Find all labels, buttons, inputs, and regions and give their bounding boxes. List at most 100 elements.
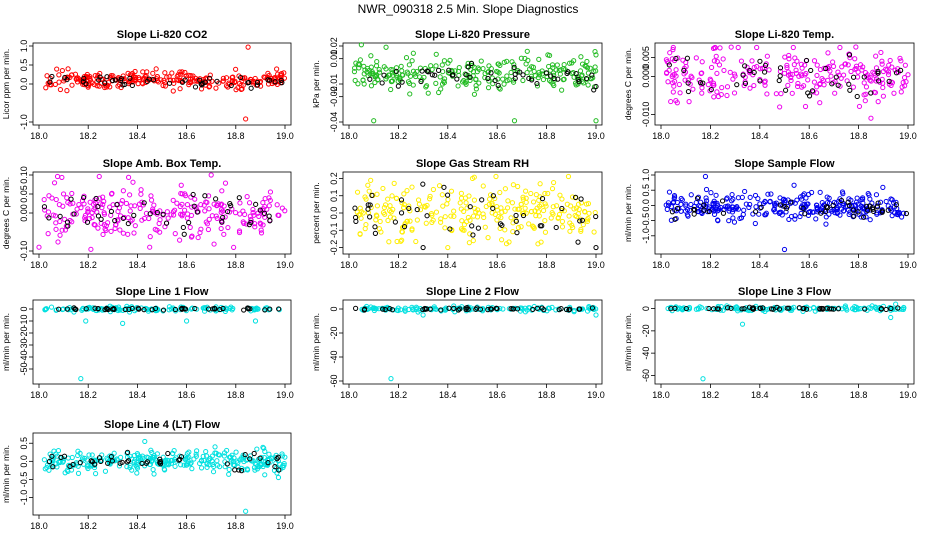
x-tick-label: 18.6: [488, 131, 506, 141]
data-point: [205, 306, 212, 312]
data-point: [880, 80, 886, 86]
data-point: [530, 199, 537, 205]
data-point: [575, 201, 582, 207]
data-point: [867, 77, 873, 83]
data-point: [112, 225, 118, 232]
data-point: [888, 208, 895, 214]
data-point: [229, 74, 235, 81]
data-point: [495, 76, 501, 82]
data-point: [103, 223, 109, 229]
y-axis-label: percent per min.: [311, 182, 321, 243]
data-point: [540, 76, 547, 83]
data-point: [684, 55, 690, 61]
panel-title: Slope Line 3 Flow: [738, 286, 831, 298]
data-point: [358, 215, 364, 221]
data-point: [147, 244, 153, 250]
data-point: [78, 376, 84, 382]
plot-frame: [654, 171, 915, 255]
data-point: [485, 307, 491, 313]
data-point: [675, 306, 681, 312]
data-point: [809, 88, 816, 94]
data-point: [455, 83, 461, 89]
data-point: [64, 88, 70, 94]
data-point: [772, 202, 778, 208]
data-point: [814, 206, 821, 212]
data-point: [509, 200, 516, 206]
data-point: [461, 77, 467, 84]
data-point: [181, 207, 188, 213]
data-point: [873, 192, 880, 198]
data-point: [112, 77, 118, 83]
data-point: [593, 83, 599, 90]
data-point: [788, 213, 795, 220]
data-point: [710, 80, 717, 86]
x-tick-label: 18.6: [178, 260, 196, 270]
data-point: [524, 48, 530, 54]
x-tick-label: 18.4: [751, 260, 769, 270]
data-point: [805, 77, 811, 83]
y-tick-label: 0.01: [329, 50, 339, 68]
data-point: [860, 195, 866, 201]
data-point: [490, 81, 496, 87]
data-point: [191, 456, 197, 462]
data-point: [56, 202, 62, 208]
data-point: [257, 220, 263, 226]
data-point: [589, 72, 595, 78]
data-point: [529, 307, 535, 313]
data-point: [513, 212, 519, 219]
data-point: [846, 202, 852, 209]
data-point: [830, 79, 836, 86]
data-point: [120, 215, 126, 221]
data-point: [248, 217, 254, 223]
data-point: [427, 193, 433, 199]
data-point: [372, 224, 378, 230]
data-point: [875, 68, 881, 74]
data-point: [361, 307, 367, 313]
data-point: [59, 174, 65, 181]
y-tick-label: 0: [19, 306, 29, 311]
data-point: [368, 83, 375, 89]
data-point: [531, 225, 537, 231]
data-point: [508, 69, 514, 76]
data-point: [388, 78, 394, 85]
data-point: [445, 70, 452, 76]
data-point: [540, 207, 547, 214]
data-point: [468, 60, 475, 67]
data-point: [203, 305, 209, 312]
data-point: [125, 458, 132, 464]
data-point: [164, 74, 170, 80]
data-point: [593, 52, 599, 58]
data-point: [432, 72, 438, 78]
data-point: [674, 205, 681, 212]
data-point: [717, 45, 723, 51]
y-tick-label: -40: [19, 350, 29, 363]
data-point: [437, 74, 443, 80]
data-point: [494, 203, 500, 210]
data-point: [747, 68, 753, 74]
data-point: [569, 60, 575, 66]
data-point: [135, 81, 141, 87]
data-point: [670, 72, 676, 78]
data-point: [670, 89, 676, 95]
data-point: [244, 467, 251, 473]
data-point: [353, 60, 359, 66]
data-point: [831, 199, 838, 205]
data-point: [786, 216, 792, 223]
data-point: [85, 465, 91, 472]
data-point: [202, 208, 208, 214]
data-point: [739, 321, 746, 327]
data-point: [823, 221, 829, 227]
x-tick-label: 19.0: [276, 521, 294, 531]
data-point: [241, 307, 247, 313]
data-point: [850, 84, 856, 90]
x-tick-label: 19.0: [276, 131, 294, 141]
data-point: [393, 195, 400, 202]
data-point: [462, 71, 468, 77]
data-point: [823, 214, 829, 220]
data-point: [524, 307, 530, 313]
data-point: [420, 312, 426, 318]
data-point: [520, 194, 526, 200]
data-point: [593, 312, 599, 318]
data-point: [416, 201, 422, 207]
x-tick-label: 18.0: [30, 521, 48, 531]
